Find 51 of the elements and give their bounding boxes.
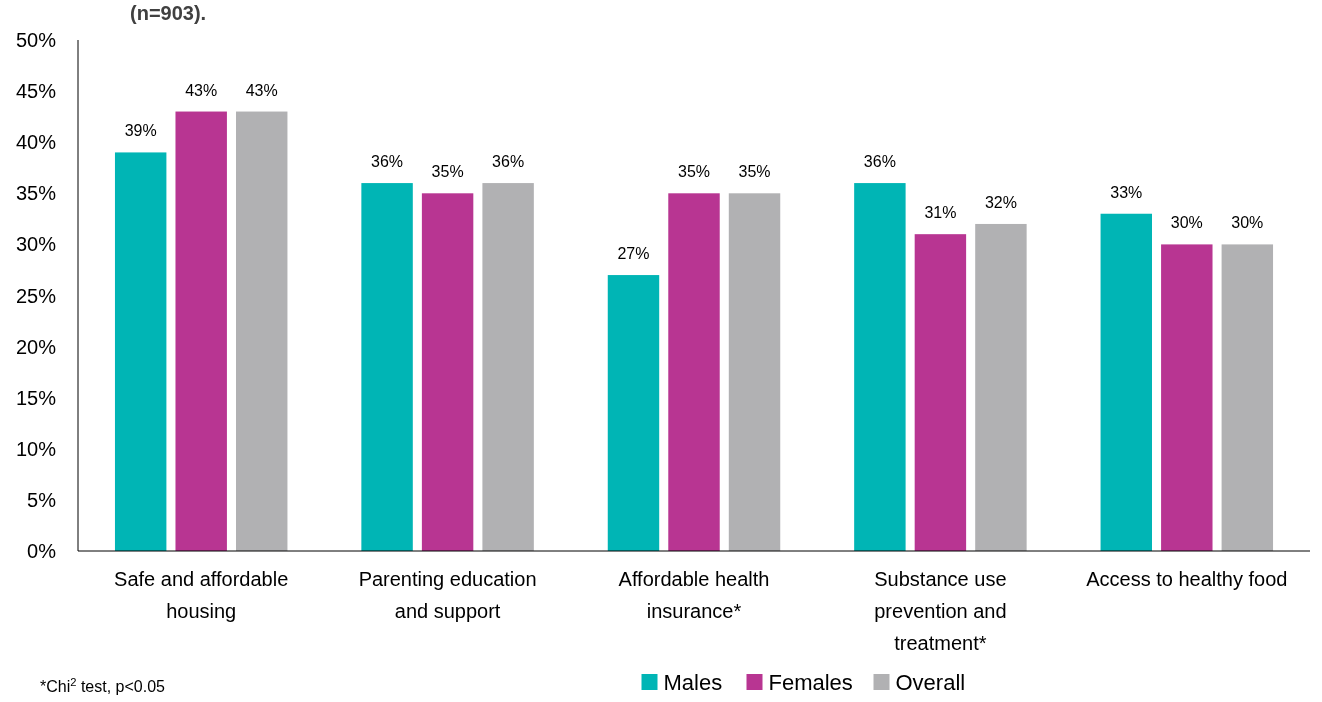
- bar: [421, 193, 474, 551]
- y-tick-label: 25%: [15, 284, 57, 307]
- y-tick-label: 5%: [27, 488, 57, 511]
- y-tick-label: 40%: [15, 131, 57, 154]
- text: 43%: [245, 81, 278, 99]
- text: 35%: [431, 163, 464, 181]
- text: 35%: [677, 163, 711, 181]
- text: 35%: [738, 163, 771, 181]
- bar: [1221, 244, 1274, 551]
- x-tick-label: Parenting education and support: [358, 568, 537, 622]
- text: 36%: [492, 153, 525, 171]
- x-tick-label: Substance use prevention and treatment*: [874, 568, 1007, 654]
- text: 30%: [1170, 214, 1203, 232]
- text: 39%: [124, 122, 157, 140]
- bar: [361, 183, 413, 551]
- legend-label: Females: [768, 670, 853, 695]
- text: 36%: [863, 153, 896, 171]
- x-tick-label: Access to healthy food: [1086, 568, 1288, 590]
- text: 32%: [984, 193, 1017, 211]
- text: *Chi$^{2}$ test, p<0.05: [40, 676, 166, 695]
- y-tick-label: 45%: [15, 80, 57, 103]
- legend-label: Males: [663, 670, 723, 695]
- bar: [1161, 244, 1213, 551]
- y-tick-label: 15%: [15, 386, 57, 409]
- bar: [914, 234, 967, 551]
- bar: [854, 183, 906, 551]
- bar: [236, 111, 288, 551]
- x-tick-label: Affordable health insurance*: [618, 568, 770, 622]
- y-tick-label: 30%: [15, 233, 57, 256]
- text: 27%: [617, 245, 650, 263]
- chart-title: (n=903).: [130, 2, 207, 24]
- y-tick-label: 35%: [15, 182, 57, 205]
- text: 36%: [371, 153, 404, 171]
- bar: [175, 111, 227, 551]
- y-tick-label: 20%: [15, 335, 57, 358]
- bar: [975, 223, 1027, 551]
- bar: [668, 193, 720, 551]
- bar: [607, 275, 660, 551]
- text: 30%: [1231, 214, 1264, 232]
- y-tick-label: 50%: [15, 29, 57, 51]
- text: 43%: [185, 81, 218, 99]
- bar: [482, 183, 534, 551]
- bar: [1100, 213, 1152, 551]
- y-tick-label: 10%: [15, 437, 57, 460]
- text: 33%: [1110, 183, 1143, 201]
- x-tick-label: Safe and affordable housing: [114, 568, 289, 622]
- y-tick-label: 0%: [27, 540, 57, 562]
- bar: [728, 193, 781, 551]
- legend-label: Overall: [895, 670, 966, 695]
- bar: [114, 152, 167, 551]
- text: 31%: [924, 204, 957, 222]
